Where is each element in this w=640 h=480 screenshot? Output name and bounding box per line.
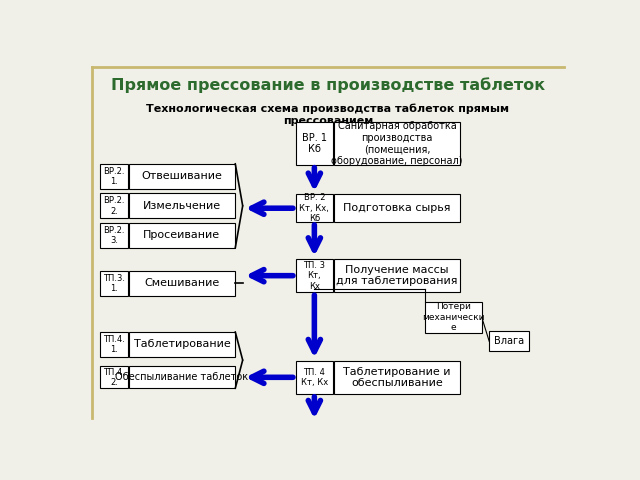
FancyBboxPatch shape: [334, 122, 460, 165]
Text: Влага: Влага: [494, 336, 524, 346]
Text: Технологическая схема производства таблеток прямым
прессованием: Технологическая схема производства табле…: [147, 104, 509, 126]
Text: ВР. 2
Кт, Кх,
Кб: ВР. 2 Кт, Кх, Кб: [300, 193, 330, 223]
Text: ТП.4.
2.: ТП.4. 2.: [103, 368, 125, 387]
Text: Потери
механически
е: Потери механически е: [422, 302, 484, 332]
Text: Таблетирование: Таблетирование: [134, 339, 230, 349]
Text: Получение массы
для таблетирования: Получение массы для таблетирования: [337, 265, 458, 287]
FancyBboxPatch shape: [425, 301, 482, 333]
FancyBboxPatch shape: [129, 193, 236, 218]
Text: ТП.4.
1.: ТП.4. 1.: [103, 335, 125, 354]
Text: Подготовка сырья: Подготовка сырья: [344, 203, 451, 213]
FancyBboxPatch shape: [129, 223, 236, 248]
FancyBboxPatch shape: [129, 271, 236, 296]
FancyBboxPatch shape: [296, 122, 333, 165]
Text: Отвешивание: Отвешивание: [141, 171, 222, 181]
Text: ВР.2.
1.: ВР.2. 1.: [103, 167, 125, 186]
FancyBboxPatch shape: [100, 164, 128, 189]
FancyBboxPatch shape: [334, 259, 460, 292]
Text: Санитарная обработка
производства
(помещения,
оборудование, персонал): Санитарная обработка производства (помещ…: [332, 121, 463, 166]
FancyBboxPatch shape: [296, 194, 333, 222]
Text: Смешивание: Смешивание: [144, 278, 220, 288]
Text: Измельчение: Измельчение: [143, 201, 221, 211]
FancyBboxPatch shape: [334, 360, 460, 394]
Text: Таблетирование и
обеспыливание: Таблетирование и обеспыливание: [344, 367, 451, 388]
FancyBboxPatch shape: [296, 360, 333, 394]
Text: ТП.3.
1.: ТП.3. 1.: [103, 274, 125, 293]
FancyBboxPatch shape: [100, 223, 128, 248]
FancyBboxPatch shape: [129, 332, 236, 357]
FancyBboxPatch shape: [296, 259, 333, 292]
FancyBboxPatch shape: [334, 194, 460, 222]
FancyBboxPatch shape: [100, 271, 128, 296]
FancyBboxPatch shape: [100, 193, 128, 218]
FancyBboxPatch shape: [489, 331, 529, 351]
Text: ВР. 1
Кб: ВР. 1 Кб: [302, 133, 327, 155]
Text: Просеивание: Просеивание: [143, 230, 221, 240]
Text: ТП. 3
Кт,
Кх: ТП. 3 Кт, Кх: [303, 261, 325, 290]
Text: Прямое прессование в производстве таблеток: Прямое прессование в производстве таблет…: [111, 77, 545, 93]
FancyBboxPatch shape: [129, 366, 236, 388]
FancyBboxPatch shape: [100, 366, 128, 388]
FancyBboxPatch shape: [129, 164, 236, 189]
FancyBboxPatch shape: [100, 332, 128, 357]
Text: ВР.2.
3.: ВР.2. 3.: [103, 226, 125, 245]
Text: ВР.2.
2.: ВР.2. 2.: [103, 196, 125, 216]
Text: ТП. 4
Кт, Кх: ТП. 4 Кт, Кх: [301, 368, 328, 387]
Text: Обеспыливание таблеток: Обеспыливание таблеток: [115, 372, 248, 383]
